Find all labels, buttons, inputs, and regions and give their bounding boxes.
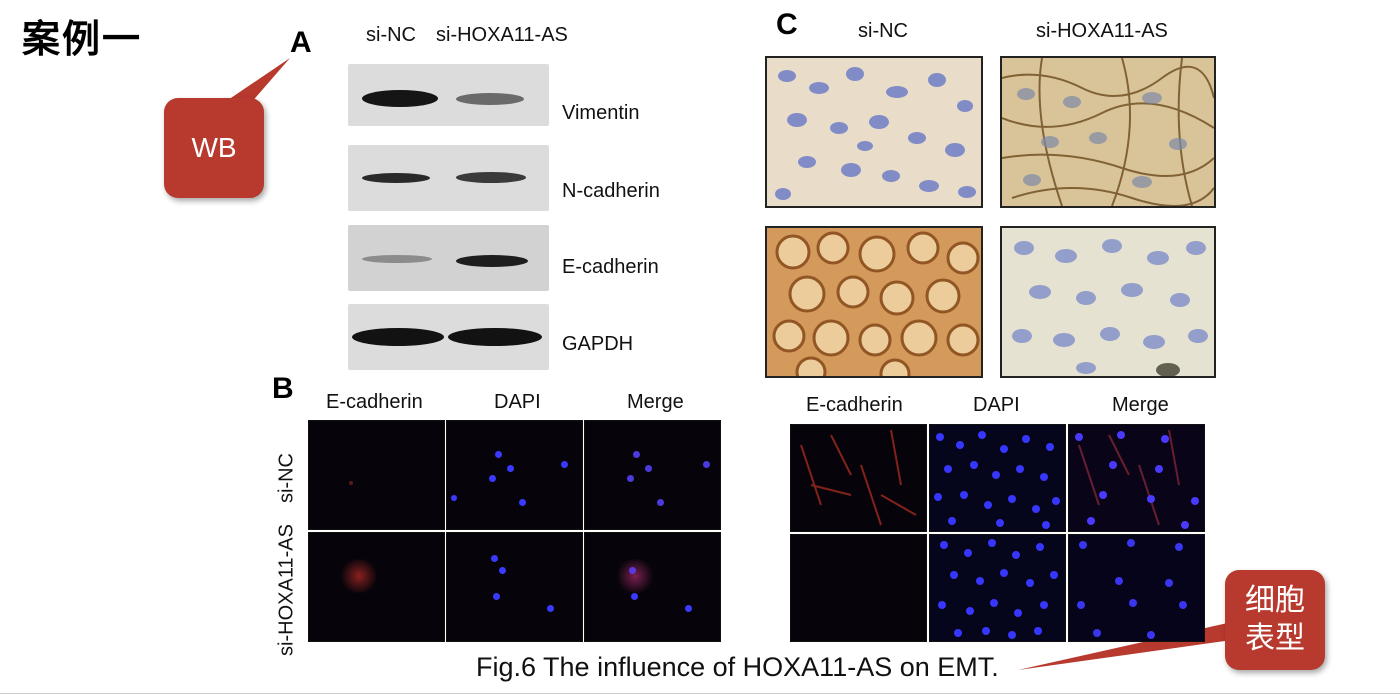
bottom-divider bbox=[0, 693, 1400, 694]
cell-phenotype-callout: 细胞 表型 bbox=[1225, 570, 1325, 670]
if-signal bbox=[495, 451, 502, 458]
panel-b-letter: B bbox=[272, 372, 294, 405]
blot-n-cadherin bbox=[348, 145, 549, 211]
band-label-n-cadherin: N-cadherin bbox=[562, 180, 660, 202]
cell-phenotype-callout-line2: 表型 bbox=[1245, 622, 1305, 655]
ihc-image bbox=[772, 231, 980, 376]
blot-band bbox=[362, 90, 438, 107]
wb-callout: WB bbox=[164, 98, 264, 198]
panel-b-col-e-cadherin: E-cadherin bbox=[326, 391, 423, 413]
panel-d-col-dapi: DAPI bbox=[973, 394, 1020, 416]
ihc-e-cadherin-si-nc bbox=[765, 226, 983, 378]
ihc-image bbox=[775, 67, 976, 200]
blot-band bbox=[362, 173, 430, 183]
band-label-vimentin: Vimentin bbox=[562, 102, 640, 124]
panel-b-col-merge: Merge bbox=[627, 391, 684, 413]
panel-d-col-e-cadherin: E-cadherin bbox=[806, 394, 903, 416]
cell-phenotype-callout-line1: 细胞 bbox=[1245, 584, 1305, 617]
ihc-image bbox=[1012, 239, 1208, 376]
panel-a-letter: A bbox=[290, 26, 312, 59]
panel-b-row-si-hoxa11-as: si-HOXA11-AS bbox=[275, 524, 298, 656]
if-d-e-cadherin-si-nc bbox=[790, 424, 927, 532]
blot-band bbox=[362, 255, 432, 263]
if-image bbox=[800, 429, 917, 526]
if-signal bbox=[627, 475, 634, 482]
if-signal bbox=[561, 461, 568, 468]
if-signal bbox=[489, 475, 496, 482]
if-b-e-cadherin-si-nc bbox=[308, 420, 445, 530]
panel-a-col-si-nc: si-NC bbox=[366, 24, 416, 46]
if-image bbox=[934, 431, 1060, 529]
blot-e-cadherin bbox=[348, 225, 549, 291]
figure-caption: Fig.6 The influence of HOXA11-AS on EMT. bbox=[476, 652, 999, 682]
ihc-vimentin-si-hoxa11-as bbox=[1000, 56, 1216, 208]
ihc-e-cadherin-si-hoxa11-as bbox=[1000, 226, 1216, 378]
panel-c-col-si-nc: si-NC bbox=[858, 20, 908, 42]
panel-c-col-si-hoxa11-as: si-HOXA11-AS bbox=[1036, 20, 1168, 42]
if-signal bbox=[499, 567, 506, 574]
if-signal bbox=[493, 593, 500, 600]
panel-c-letter: C bbox=[776, 8, 798, 41]
wb-callout-label: WB bbox=[191, 132, 237, 163]
blot-band bbox=[352, 328, 444, 346]
panel-d-col-merge: Merge bbox=[1112, 394, 1169, 416]
panel-a-col-si-hoxa11-as: si-HOXA11-AS bbox=[436, 24, 568, 46]
ihc-vimentin-si-nc bbox=[765, 56, 983, 208]
if-signal bbox=[615, 559, 655, 593]
if-signal bbox=[547, 605, 554, 612]
if-signal bbox=[703, 461, 710, 468]
if-signal bbox=[645, 465, 652, 472]
if-image bbox=[1075, 429, 1199, 529]
blot-band bbox=[448, 328, 542, 346]
if-signal bbox=[519, 499, 526, 506]
band-label-e-cadherin: E-cadherin bbox=[562, 256, 659, 278]
if-signal bbox=[451, 495, 457, 501]
panel-b-col-dapi: DAPI bbox=[494, 391, 541, 413]
if-signal bbox=[629, 567, 636, 574]
if-signal bbox=[631, 593, 638, 600]
if-d-merge-si-hoxa11-as bbox=[1068, 534, 1205, 642]
slide-title: 案例一 bbox=[22, 16, 143, 61]
if-b-dapi-si-nc bbox=[446, 420, 583, 530]
blot-band bbox=[456, 255, 528, 267]
if-d-merge-si-nc bbox=[1068, 424, 1205, 532]
if-signal bbox=[657, 499, 664, 506]
if-image bbox=[938, 539, 1058, 639]
ihc-image bbox=[1002, 58, 1214, 206]
if-signal bbox=[685, 605, 692, 612]
if-signal bbox=[633, 451, 640, 458]
if-signal bbox=[507, 465, 514, 472]
if-b-merge-si-hoxa11-as bbox=[584, 532, 721, 642]
if-b-dapi-si-hoxa11-as bbox=[446, 532, 583, 642]
blot-band bbox=[456, 172, 526, 183]
if-b-merge-si-nc bbox=[584, 420, 721, 530]
if-signal bbox=[491, 555, 498, 562]
if-b-e-cadherin-si-hoxa11-as bbox=[308, 532, 445, 642]
panel-b-row-si-nc: si-NC bbox=[275, 453, 298, 503]
blot-band bbox=[456, 93, 524, 105]
band-label-gapdh: GAPDH bbox=[562, 333, 634, 355]
blot-gapdh bbox=[348, 304, 549, 370]
if-signal bbox=[339, 559, 379, 593]
if-d-dapi-si-hoxa11-as bbox=[929, 534, 1066, 642]
if-image bbox=[1077, 539, 1187, 639]
blot-vimentin bbox=[348, 64, 549, 126]
wb-callout-pointer bbox=[222, 58, 290, 104]
if-d-dapi-si-nc bbox=[929, 424, 1066, 532]
if-d-e-cadherin-si-hoxa11-as bbox=[790, 534, 927, 642]
if-signal bbox=[349, 481, 353, 485]
